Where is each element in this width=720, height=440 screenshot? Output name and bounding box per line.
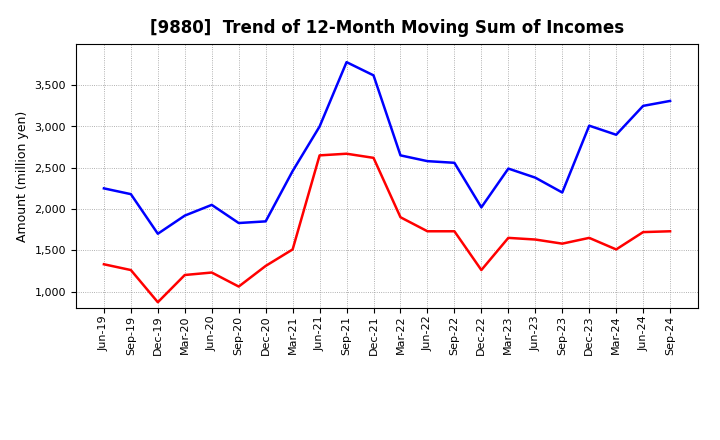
Net Income bbox=[558, 241, 567, 246]
Ordinary Income bbox=[396, 153, 405, 158]
Ordinary Income bbox=[315, 124, 324, 129]
Ordinary Income bbox=[450, 160, 459, 165]
Net Income bbox=[207, 270, 216, 275]
Net Income bbox=[585, 235, 593, 241]
Net Income bbox=[181, 272, 189, 278]
Ordinary Income bbox=[235, 220, 243, 226]
Ordinary Income bbox=[585, 123, 593, 128]
Y-axis label: Amount (million yen): Amount (million yen) bbox=[16, 110, 29, 242]
Net Income bbox=[450, 229, 459, 234]
Net Income bbox=[288, 247, 297, 252]
Net Income bbox=[504, 235, 513, 241]
Ordinary Income bbox=[612, 132, 621, 137]
Ordinary Income bbox=[181, 213, 189, 218]
Ordinary Income bbox=[342, 59, 351, 65]
Net Income bbox=[261, 263, 270, 268]
Ordinary Income bbox=[477, 205, 486, 210]
Line: Ordinary Income: Ordinary Income bbox=[104, 62, 670, 234]
Net Income bbox=[531, 237, 539, 242]
Ordinary Income bbox=[558, 190, 567, 195]
Net Income bbox=[99, 262, 108, 267]
Net Income bbox=[639, 230, 647, 235]
Ordinary Income bbox=[504, 166, 513, 171]
Net Income bbox=[235, 284, 243, 289]
Title: [9880]  Trend of 12-Month Moving Sum of Incomes: [9880] Trend of 12-Month Moving Sum of I… bbox=[150, 19, 624, 37]
Net Income bbox=[127, 268, 135, 273]
Net Income bbox=[612, 247, 621, 252]
Ordinary Income bbox=[288, 169, 297, 174]
Ordinary Income bbox=[99, 186, 108, 191]
Ordinary Income bbox=[666, 98, 675, 103]
Ordinary Income bbox=[207, 202, 216, 208]
Net Income bbox=[153, 300, 162, 305]
Net Income bbox=[369, 155, 378, 161]
Ordinary Income bbox=[127, 191, 135, 197]
Ordinary Income bbox=[153, 231, 162, 236]
Net Income bbox=[315, 153, 324, 158]
Ordinary Income bbox=[531, 175, 539, 180]
Ordinary Income bbox=[261, 219, 270, 224]
Net Income bbox=[342, 151, 351, 156]
Line: Net Income: Net Income bbox=[104, 154, 670, 302]
Net Income bbox=[666, 229, 675, 234]
Net Income bbox=[396, 215, 405, 220]
Ordinary Income bbox=[423, 158, 432, 164]
Net Income bbox=[477, 268, 486, 273]
Ordinary Income bbox=[639, 103, 647, 109]
Net Income bbox=[423, 229, 432, 234]
Ordinary Income bbox=[369, 73, 378, 78]
